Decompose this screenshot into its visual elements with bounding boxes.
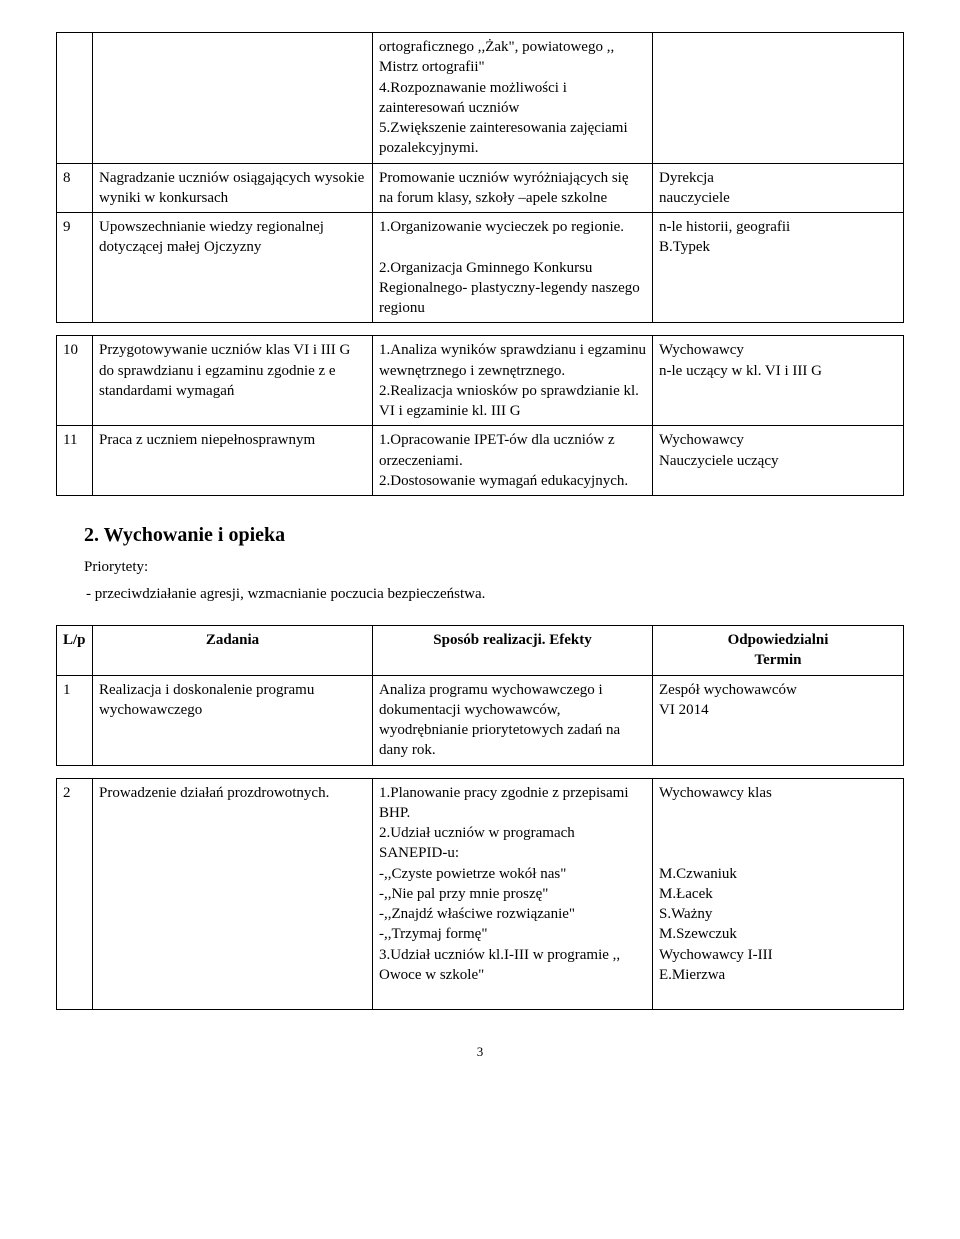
method-cell: 1.Analiza wyników sprawdzianu i egzaminu… xyxy=(373,336,653,426)
page-number: 3 xyxy=(56,1044,904,1060)
table-continuation-2: 10Przygotowywanie uczniów klas VI i III … xyxy=(56,335,904,496)
table-header-row: L/pZadaniaSposób realizacji. EfektyOdpow… xyxy=(57,626,904,676)
method-cell: ortograficznego ,,Żak", powiatowego ,, M… xyxy=(373,33,653,164)
table-row: 8Nagradzanie uczniów osiągających wysoki… xyxy=(57,163,904,213)
responsible-cell: Dyrekcjanauczyciele xyxy=(653,163,904,213)
responsible-cell: Wychowawcy klasM.CzwaniukM.ŁacekS.WażnyM… xyxy=(653,778,904,1010)
method-cell: 1.Opracowanie IPET-ów dla uczniów z orze… xyxy=(373,426,653,496)
table-row: 11Praca z uczniem niepełnosprawnym1.Opra… xyxy=(57,426,904,496)
row-number: 9 xyxy=(57,213,93,323)
table-row: 2Prowadzenie działań prozdrowotnych.1.Pl… xyxy=(57,778,904,1010)
task-cell: Nagradzanie uczniów osiągających wysokie… xyxy=(93,163,373,213)
hdr-sposob: Sposób realizacji. Efekty xyxy=(373,626,653,676)
responsible-cell: n-le historii, geografiiB.Typek xyxy=(653,213,904,323)
priorytety-text: - przeciwdziałanie agresji, wzmacnianie … xyxy=(86,586,904,603)
task-cell: Praca z uczniem niepełnosprawnym xyxy=(93,426,373,496)
task-cell: Przygotowywanie uczniów klas VI i III G … xyxy=(93,336,373,426)
responsible-cell xyxy=(653,33,904,164)
section-2-heading: 2. Wychowanie i opieka xyxy=(84,524,904,547)
priorytety-label: Priorytety: xyxy=(84,559,904,576)
responsible-cell: Wychowawcyn-le uczący w kl. VI i III G xyxy=(653,336,904,426)
hdr-zadania: Zadania xyxy=(93,626,373,676)
table-row: 10Przygotowywanie uczniów klas VI i III … xyxy=(57,336,904,426)
responsible-cell: Zespół wychowawcówVI 2014 xyxy=(653,675,904,765)
table-continuation-1: ortograficznego ,,Żak", powiatowego ,, M… xyxy=(56,32,904,323)
row-number: 11 xyxy=(57,426,93,496)
method-cell: Analiza programu wychowawczego i dokumen… xyxy=(373,675,653,765)
table-section2-a: L/pZadaniaSposób realizacji. EfektyOdpow… xyxy=(56,625,904,766)
method-cell: Promowanie uczniów wyróżniających się na… xyxy=(373,163,653,213)
table-row: 1Realizacja i doskonalenie programu wych… xyxy=(57,675,904,765)
row-number: 8 xyxy=(57,163,93,213)
row-number: 1 xyxy=(57,675,93,765)
task-cell: Prowadzenie działań prozdrowotnych. xyxy=(93,778,373,1010)
hdr-lp: L/p xyxy=(57,626,93,676)
task-cell xyxy=(93,33,373,164)
task-cell: Realizacja i doskonalenie programu wycho… xyxy=(93,675,373,765)
method-cell: 1.Planowanie pracy zgodnie z przepisami … xyxy=(373,778,653,1010)
hdr-odp: OdpowiedzialniTermin xyxy=(653,626,904,676)
method-cell: 1.Organizowanie wycieczek po regionie.2.… xyxy=(373,213,653,323)
table-row: 9Upowszechnianie wiedzy regionalnej doty… xyxy=(57,213,904,323)
task-cell: Upowszechnianie wiedzy regionalnej dotyc… xyxy=(93,213,373,323)
responsible-cell: WychowawcyNauczyciele uczący xyxy=(653,426,904,496)
table-section2-b: 2Prowadzenie działań prozdrowotnych.1.Pl… xyxy=(56,778,904,1011)
table-row: ortograficznego ,,Żak", powiatowego ,, M… xyxy=(57,33,904,164)
row-number: 10 xyxy=(57,336,93,426)
row-number xyxy=(57,33,93,164)
row-number: 2 xyxy=(57,778,93,1010)
